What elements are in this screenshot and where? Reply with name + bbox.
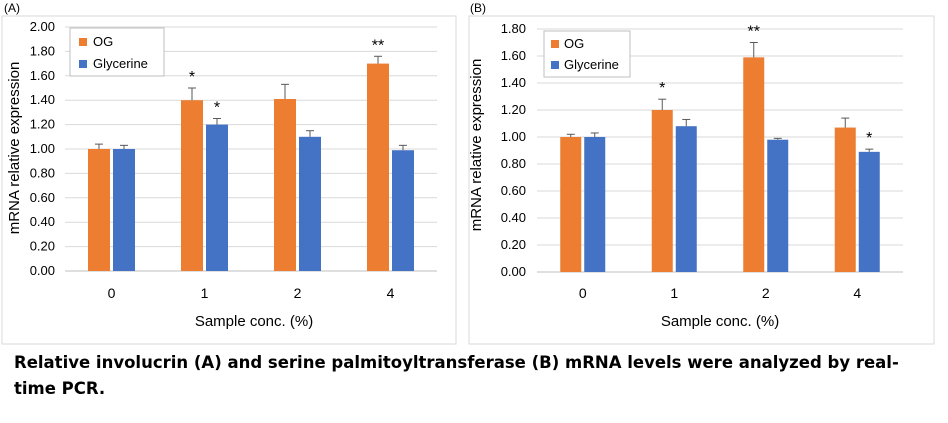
bar-glycerine	[584, 137, 606, 272]
x-tick-label: 4	[387, 285, 395, 301]
x-tick-label: 2	[762, 285, 770, 301]
bar-glycerine	[858, 151, 880, 272]
legend-label-glycerine: Glycerine	[93, 56, 148, 71]
significance-mark: **	[372, 37, 384, 54]
y-tick-label: 1.80	[30, 43, 55, 58]
legend-box	[543, 30, 631, 78]
x-tick-label: 0	[108, 285, 116, 301]
bar-og	[743, 57, 765, 272]
y-tick-label: 0.80	[501, 156, 526, 171]
legend-label-og: OG	[93, 34, 113, 49]
bar-og	[367, 63, 389, 271]
figure-caption: Relative involucrin (A) and serine palmi…	[14, 353, 899, 398]
legend-label-glycerine: Glycerine	[564, 57, 619, 72]
bar-glycerine	[113, 149, 135, 271]
y-tick-label: 0.20	[501, 237, 526, 252]
panel-label: (B)	[470, 1, 486, 15]
bar-glycerine	[767, 139, 789, 272]
bar-og	[274, 98, 296, 271]
y-tick-label: 1.60	[501, 48, 526, 63]
x-axis-title: Sample conc. (%)	[195, 313, 313, 330]
y-tick-label: 0.80	[30, 165, 55, 180]
bar-glycerine	[206, 124, 228, 271]
legend-swatch-og	[551, 40, 559, 48]
y-tick-label: 1.00	[30, 141, 55, 156]
y-tick-label: 2.00	[30, 19, 55, 34]
bar-og	[651, 110, 673, 272]
y-tick-label: 0.60	[30, 190, 55, 205]
panel-label: (A)	[4, 1, 20, 15]
legend-swatch-og	[79, 38, 87, 46]
legend-swatch-glycerine	[551, 61, 559, 69]
x-tick-label: 0	[579, 285, 587, 301]
x-tick-label: 1	[670, 285, 678, 301]
legend-swatch-glycerine	[79, 60, 87, 68]
significance-mark: *	[866, 130, 872, 147]
bar-og	[834, 127, 856, 272]
y-tick-label: 1.40	[30, 92, 55, 107]
legend: OG Glycerine	[69, 27, 165, 77]
y-tick-label: 0.20	[30, 239, 55, 254]
y-tick-label: 0.60	[501, 183, 526, 198]
significance-mark: **	[748, 24, 760, 41]
y-axis-title: mRNA relative expression	[468, 59, 485, 232]
y-tick-label: 0.40	[30, 214, 55, 229]
bar-glycerine	[299, 136, 321, 271]
y-tick-label: 1.00	[501, 129, 526, 144]
bar-og	[560, 137, 582, 272]
chart-border	[468, 15, 935, 345]
chart-panel-a: (A) mRNA relative expression Sample conc…	[1, 1, 457, 345]
y-tick-label: 1.60	[30, 68, 55, 83]
x-axis-title: Sample conc. (%)	[661, 313, 779, 330]
bar-glycerine	[392, 150, 414, 271]
significance-mark: *	[189, 69, 195, 86]
chart-panel-b: (B) mRNA relative expression Sample conc…	[468, 1, 935, 345]
bar-og	[88, 149, 110, 271]
y-tick-label: 1.40	[501, 75, 526, 90]
bar-glycerine	[675, 126, 697, 272]
y-tick-label: 1.20	[501, 102, 526, 117]
bar-og	[181, 100, 203, 271]
charts-canvas: (A) mRNA relative expression Sample conc…	[1, 1, 935, 345]
x-tick-label: 2	[294, 285, 302, 301]
y-tick-label: 0.00	[501, 264, 526, 279]
y-tick-label: 0.40	[501, 210, 526, 225]
significance-mark: *	[659, 80, 665, 97]
x-tick-label: 1	[201, 285, 209, 301]
x-tick-label: 4	[853, 285, 861, 301]
legend-label-og: OG	[564, 36, 584, 51]
significance-mark: *	[214, 100, 220, 117]
y-tick-label: 1.20	[30, 117, 55, 132]
legend: OG Glycerine	[543, 30, 631, 78]
y-tick-label: 1.80	[501, 21, 526, 36]
y-axis-title: mRNA relative expression	[6, 62, 23, 235]
y-tick-label: 0.00	[30, 263, 55, 278]
